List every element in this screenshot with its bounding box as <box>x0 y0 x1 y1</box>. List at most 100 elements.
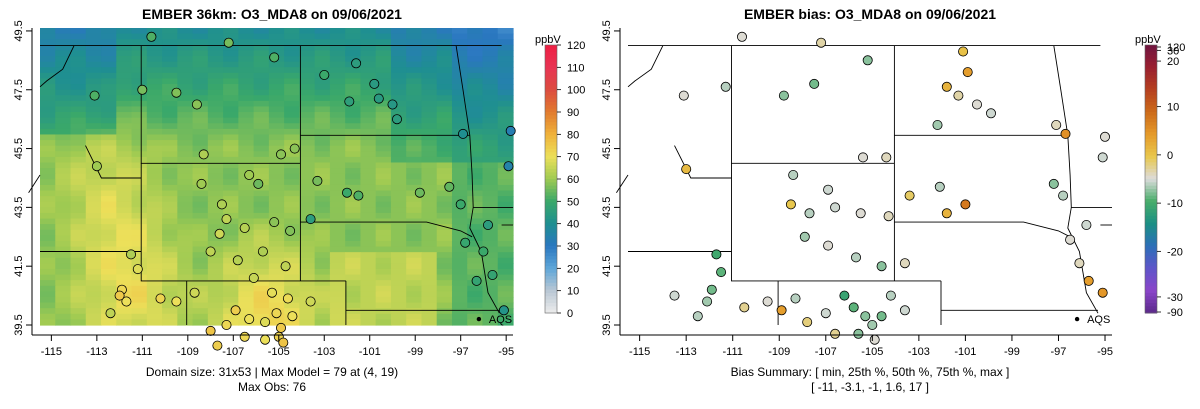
heat-cell <box>299 95 316 102</box>
heat-cell <box>223 319 239 326</box>
heat-cell <box>497 207 514 214</box>
heat-cell <box>116 280 133 287</box>
heat-cell <box>131 61 148 68</box>
heat-cell <box>70 72 87 80</box>
heat-cell <box>223 33 239 40</box>
observation-point <box>248 272 259 283</box>
heat-cell <box>497 128 514 136</box>
heat-cell <box>268 44 285 52</box>
heat-cell <box>284 184 300 192</box>
heat-cell <box>406 196 423 203</box>
heat-cell <box>253 257 270 264</box>
colorbar-segment <box>1145 246 1157 250</box>
heat-cell <box>284 112 300 119</box>
heat-cell <box>116 190 133 197</box>
heat-cell <box>436 212 453 220</box>
heat-cell <box>223 240 239 248</box>
observation-point <box>883 211 894 222</box>
heat-cell <box>131 112 148 119</box>
heat-cell <box>116 218 133 225</box>
heat-cell <box>451 106 468 113</box>
heat-cell <box>85 67 102 74</box>
heat-cell <box>345 78 362 85</box>
observation-point <box>498 305 509 316</box>
heat-cell <box>436 106 453 113</box>
observation-point <box>716 267 727 278</box>
heat-cell <box>116 263 133 270</box>
heat-cell <box>192 28 209 35</box>
heat-cell <box>268 100 285 108</box>
heat-cell <box>192 246 209 253</box>
heat-cell <box>146 95 163 102</box>
heat-cell <box>467 168 484 175</box>
heat-cell <box>314 179 331 186</box>
heat-cell <box>329 212 346 220</box>
heat-cell <box>451 156 468 164</box>
heat-cell <box>421 173 438 180</box>
heat-cell <box>207 134 224 141</box>
heat-cell <box>268 28 285 35</box>
heat-cell <box>192 190 209 197</box>
heat-cell <box>101 168 117 175</box>
heat-cell <box>101 44 117 52</box>
heat-cell <box>406 280 423 287</box>
heat-cell <box>390 190 407 197</box>
heat-cell <box>101 117 117 124</box>
observation-point <box>702 296 713 307</box>
heat-cell <box>451 229 468 236</box>
heat-cell <box>131 56 148 63</box>
heat-cell <box>116 196 133 203</box>
heat-cell <box>70 156 87 164</box>
heat-cell <box>40 240 56 248</box>
heat-cell <box>375 67 392 74</box>
heat-cell <box>436 173 453 180</box>
observation-point <box>711 249 722 260</box>
heat-cell <box>375 56 392 63</box>
heat-cell <box>329 291 346 298</box>
heat-cell <box>70 84 87 91</box>
state-border <box>39 45 75 88</box>
heat-cell <box>421 134 438 141</box>
heat-cell <box>101 224 117 231</box>
heat-cell <box>345 201 362 208</box>
heat-cell <box>177 39 194 46</box>
heat-cell <box>360 67 377 74</box>
heat-cell <box>284 319 300 326</box>
heat-cell <box>314 291 331 298</box>
colorbar-segment <box>1145 122 1157 126</box>
observation-point <box>851 252 862 263</box>
heat-cell <box>40 263 56 270</box>
heat-cell <box>268 179 285 186</box>
heat-cell <box>238 212 255 220</box>
heat-cell <box>192 235 209 242</box>
heat-cell <box>345 112 362 119</box>
colorbar-segment <box>1145 125 1157 130</box>
heat-cell <box>268 280 285 287</box>
heat-cell <box>55 224 72 231</box>
heat-cell <box>238 280 255 287</box>
heat-cell <box>146 190 163 197</box>
heat-cell <box>329 56 346 63</box>
heat-cell <box>146 291 163 298</box>
heat-cell <box>177 61 194 68</box>
heat-cell <box>284 246 300 253</box>
heat-cell <box>116 117 133 124</box>
heat-cell <box>375 44 392 52</box>
heat-cell <box>299 162 316 169</box>
heat-cell <box>375 134 392 141</box>
heat-cell <box>131 145 148 152</box>
heat-cell <box>345 106 362 113</box>
heat-cell <box>177 56 194 63</box>
heat-cell <box>482 67 499 74</box>
colorbar-segment <box>1145 81 1157 86</box>
heat-cell <box>436 123 453 130</box>
observation-point <box>881 152 892 163</box>
x-tick-label: -95 <box>498 346 514 358</box>
heat-cell <box>238 179 255 186</box>
heat-cell <box>55 84 72 91</box>
colorbar-segment <box>1145 115 1157 120</box>
heat-cell <box>406 117 423 124</box>
y-tick-label: 43.5 <box>601 197 613 218</box>
observation-point <box>809 78 820 89</box>
x-tick-label: -107 <box>222 346 244 358</box>
